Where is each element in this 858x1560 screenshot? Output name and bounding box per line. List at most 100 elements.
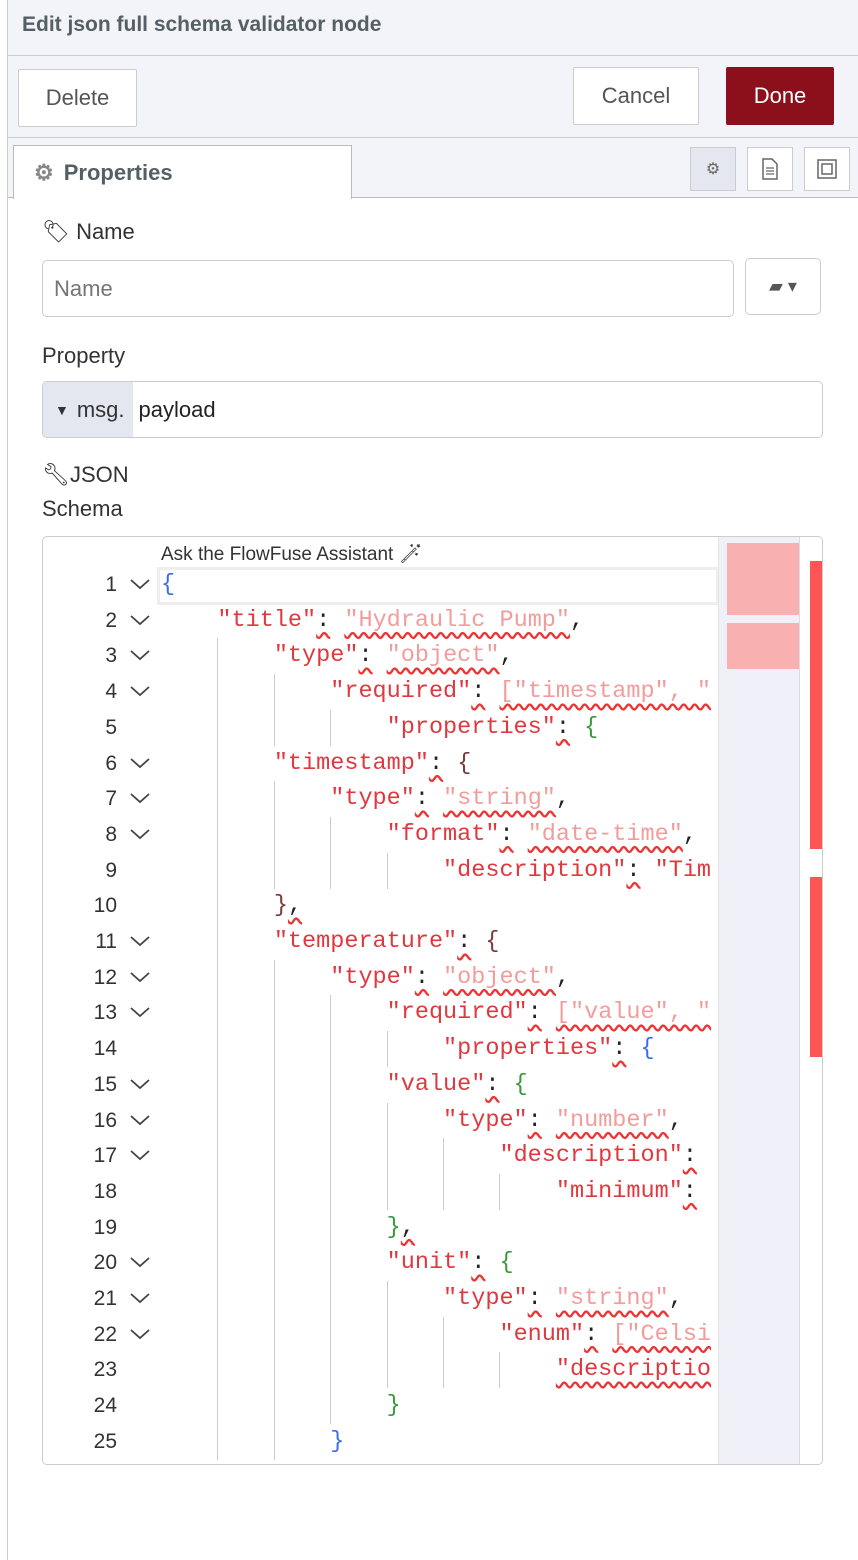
indent-guide: [273, 1031, 275, 1068]
code-line[interactable]: 5 "properties": {: [43, 709, 822, 746]
line-number: 9: [105, 858, 117, 882]
indent-guide: [273, 852, 275, 889]
error-marker: [810, 877, 822, 1057]
name-input[interactable]: [42, 260, 734, 317]
fold-chevron-icon[interactable]: [129, 932, 151, 950]
code-text: "type": "string",: [443, 1285, 683, 1312]
line-number: 19: [93, 1215, 117, 1239]
fold-chevron-icon[interactable]: [129, 1289, 151, 1307]
code-text: "descriptio: [555, 1356, 712, 1384]
book-icon: ▰ ▾: [769, 276, 797, 296]
code-line[interactable]: 13 "required": ["value", ": [43, 995, 822, 1032]
code-line[interactable]: 11 "temperature": {: [43, 924, 822, 960]
indent-guide: [273, 816, 275, 853]
indent-guide: [217, 852, 219, 889]
code-line[interactable]: 18 "minimum":: [43, 1173, 822, 1210]
fold-chevron-icon[interactable]: [129, 1325, 151, 1343]
code-line[interactable]: 19 },: [43, 1209, 822, 1246]
code-line[interactable]: 25 }: [43, 1423, 822, 1460]
json-schema-editor[interactable]: Ask the FlowFuse Assistant 🪄︎ 1{2 "title…: [42, 536, 823, 1465]
code-line[interactable]: 16 "type": "number",: [43, 1102, 822, 1139]
line-number: 16: [93, 1108, 117, 1132]
code-line[interactable]: 15 "value": {: [43, 1066, 822, 1103]
indent-guide: [217, 1138, 219, 1175]
indent-guide: [217, 1173, 219, 1210]
code-line[interactable]: 24 }: [43, 1388, 822, 1425]
appearance-icon[interactable]: [804, 147, 850, 191]
code-line[interactable]: 6 "timestamp": {: [43, 745, 822, 782]
line-number: 10: [93, 894, 117, 918]
fold-chevron-icon[interactable]: [129, 754, 151, 772]
fold-chevron-icon[interactable]: [129, 968, 151, 986]
tab-properties[interactable]: ⚙ Properties: [13, 145, 352, 199]
code-line[interactable]: 22 "enum": ["Celsi: [43, 1316, 822, 1353]
code-line[interactable]: 23 "descriptio: [43, 1352, 822, 1389]
fold-chevron-icon[interactable]: [129, 789, 151, 807]
line-number: 8: [105, 822, 117, 846]
indent-guide: [217, 1066, 219, 1103]
indent-guide: [443, 1173, 444, 1210]
cancel-button[interactable]: Cancel: [573, 67, 699, 125]
fold-chevron-icon[interactable]: [129, 1075, 151, 1093]
fold-chevron-icon[interactable]: [129, 1003, 151, 1021]
error-marker: [810, 561, 822, 849]
done-button[interactable]: Done: [726, 67, 834, 125]
indent-guide: [217, 745, 219, 782]
line-number: 7: [105, 787, 117, 811]
code-line[interactable]: 7 "type": "string",: [43, 781, 822, 818]
code-line[interactable]: 4 "required": ["timestamp", ": [43, 674, 822, 711]
code-text: "type": "string",: [330, 785, 571, 813]
fold-chevron-icon[interactable]: [129, 1253, 151, 1271]
code-line[interactable]: 2 "title": "Hydraulic Pump",: [43, 603, 822, 639]
line-number: 14: [93, 1037, 117, 1061]
code-line[interactable]: 20 "unit": {: [43, 1245, 822, 1282]
code-text: "type": "number",: [443, 1106, 683, 1134]
line-number: 17: [93, 1144, 117, 1168]
code-text: "enum": ["Celsi: [499, 1320, 712, 1348]
line-number: 13: [93, 1001, 117, 1025]
indent-guide: [386, 1316, 388, 1353]
code-line[interactable]: 3 "type": "object",: [43, 638, 822, 675]
delete-button[interactable]: Delete: [18, 69, 137, 127]
code-line[interactable]: 12 "type": "object",: [43, 959, 822, 996]
code-line[interactable]: 9 "description": "Tim: [43, 852, 822, 889]
description-icon[interactable]: [747, 147, 793, 191]
code-line[interactable]: 17 "description":: [43, 1138, 822, 1175]
line-number: 6: [105, 751, 117, 775]
indent-guide: [386, 1102, 388, 1139]
indent-guide: [443, 1352, 444, 1389]
ask-assistant-link[interactable]: Ask the FlowFuse Assistant 🪄︎: [161, 544, 423, 565]
scrollbar[interactable]: [799, 537, 822, 1464]
property-typed-input[interactable]: ▼ msg. payload: [42, 381, 823, 438]
indent-guide: [217, 1102, 219, 1139]
code-line[interactable]: 21 "type": "string",: [43, 1281, 822, 1317]
indent-guide: [217, 781, 219, 818]
line-number: 23: [93, 1358, 117, 1382]
indent-guide: [386, 1138, 388, 1175]
fold-chevron-icon[interactable]: [129, 1146, 151, 1164]
code-line[interactable]: 8 "format": "date-time",: [43, 816, 822, 853]
fold-chevron-icon[interactable]: [129, 646, 151, 664]
config-lookup-button[interactable]: ▰ ▾: [745, 258, 821, 315]
fold-chevron-icon[interactable]: [129, 611, 151, 629]
indent-guide: [273, 1245, 275, 1282]
code-line[interactable]: 10 },: [43, 888, 822, 925]
code-line[interactable]: 14 "properties": {: [43, 1031, 822, 1068]
fold-chevron-icon[interactable]: [129, 682, 151, 700]
fold-chevron-icon[interactable]: [129, 575, 151, 593]
fold-chevron-icon[interactable]: [129, 825, 151, 843]
indent-guide: [273, 781, 275, 818]
indent-guide: [217, 924, 219, 960]
minimap[interactable]: [718, 537, 799, 1464]
property-value[interactable]: payload: [138, 396, 216, 422]
indent-guide: [217, 1209, 219, 1246]
gear-icon[interactable]: ⚙: [690, 147, 736, 191]
indent-guide: [273, 1281, 275, 1317]
indent-guide: [273, 674, 275, 711]
indent-guide: [330, 1031, 332, 1068]
type-select[interactable]: ▼ msg.: [43, 382, 133, 437]
code-line[interactable]: 1{: [43, 567, 822, 603]
indent-guide: [330, 1102, 332, 1139]
line-number: 12: [93, 965, 117, 989]
fold-chevron-icon[interactable]: [129, 1111, 151, 1129]
